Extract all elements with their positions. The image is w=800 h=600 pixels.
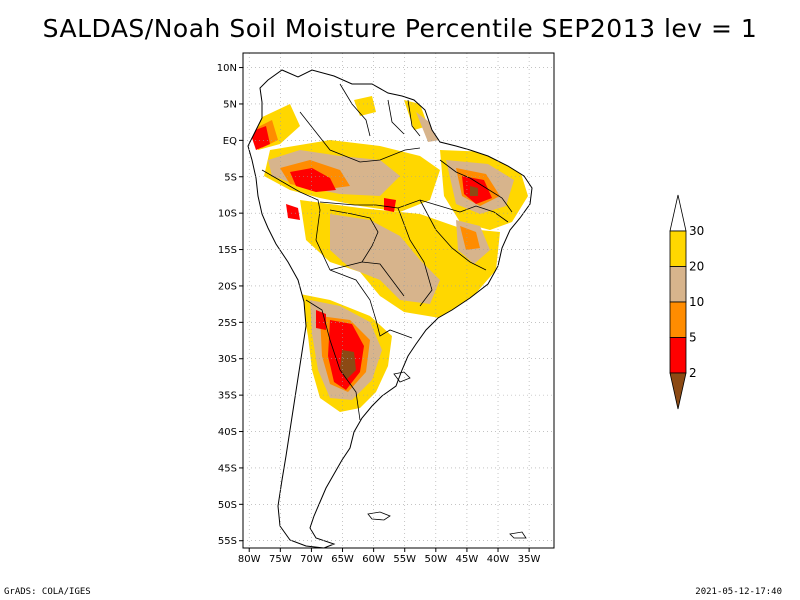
y-tick-label: 35S xyxy=(218,391,237,402)
footer-timestamp: 2021-05-12-17:40 xyxy=(695,587,782,597)
legend-label: 20 xyxy=(689,260,704,274)
x-tick-label: 70W xyxy=(300,554,323,565)
legend-label: 5 xyxy=(689,331,697,345)
y-tick-label: 15S xyxy=(218,245,237,256)
legend-segment xyxy=(669,230,687,267)
legend-label: 10 xyxy=(689,295,704,309)
y-tick-label: 5S xyxy=(224,172,237,183)
map-title: SALDAS/Noah Soil Moisture Percentile SEP… xyxy=(42,14,758,43)
islands xyxy=(367,371,527,539)
plot-frame xyxy=(242,52,555,549)
y-tick-label: 25S xyxy=(218,318,237,329)
x-tick-label: 50W xyxy=(425,554,448,565)
moisture-region xyxy=(290,168,336,192)
percentile-field xyxy=(250,96,528,412)
moisture-region xyxy=(470,186,478,196)
x-tick-label: 60W xyxy=(362,554,385,565)
legend-segment xyxy=(669,337,687,374)
moisture-region xyxy=(354,96,376,116)
footer-credit: GrADS: COLA/IGES xyxy=(4,587,91,597)
lat-lon-grid xyxy=(243,53,554,548)
continent-land xyxy=(248,70,532,548)
y-tick-label: 5N xyxy=(223,99,237,110)
y-tick-label: EQ xyxy=(223,136,237,147)
x-tick-label: 75W xyxy=(269,554,292,565)
longitude-ticks: 80W 75W 70W 65W 60W 55W 50W 45W 40W 35W xyxy=(238,548,541,565)
legend-segment-above-30 xyxy=(669,194,687,232)
y-tick-label: 55S xyxy=(218,536,237,547)
legend-label: 2 xyxy=(689,366,697,380)
legend-label: 30 xyxy=(689,224,704,238)
moisture-region xyxy=(330,214,440,304)
y-tick-label: 45S xyxy=(218,463,237,474)
y-tick-label: 40S xyxy=(218,427,237,438)
x-tick-label: 65W xyxy=(331,554,354,565)
moisture-region xyxy=(384,198,396,212)
y-tick-label: 10S xyxy=(218,209,237,220)
y-tick-label: 10N xyxy=(217,63,237,74)
moisture-region xyxy=(286,204,300,220)
x-tick-label: 35W xyxy=(518,554,541,565)
x-tick-label: 80W xyxy=(238,554,261,565)
moisture-region xyxy=(460,226,480,250)
moisture-region xyxy=(416,112,440,142)
moisture-region xyxy=(340,350,356,380)
y-tick-label: 30S xyxy=(218,354,237,365)
legend-segment xyxy=(669,301,687,338)
latitude-ticks: 10N 5N EQ 5S 10S 15S 20S 25S 30S 35S 40S 45S 50S 55S xyxy=(217,63,243,547)
x-tick-label: 45W xyxy=(456,554,479,565)
x-tick-label: 40W xyxy=(487,554,510,565)
x-tick-label: 55W xyxy=(393,554,416,565)
y-tick-label: 50S xyxy=(218,500,237,511)
y-tick-label: 20S xyxy=(218,281,237,292)
legend-segment xyxy=(669,266,687,303)
colorbar-legend: 30 20 10 5 2 xyxy=(669,194,704,410)
country-borders xyxy=(261,83,513,421)
legend-segment-below-2 xyxy=(669,372,687,410)
